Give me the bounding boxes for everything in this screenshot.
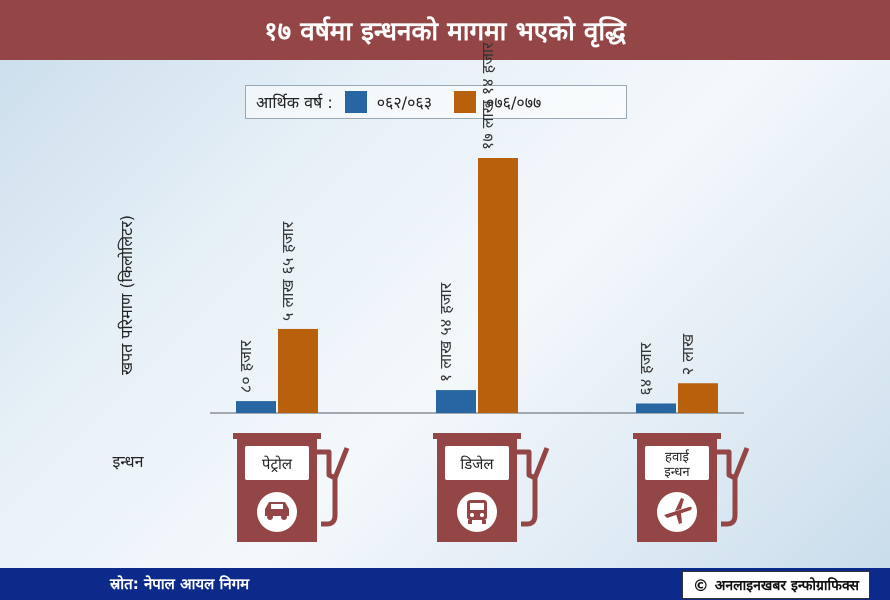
- bar-1-3: [636, 403, 676, 413]
- pump-3: [633, 433, 750, 542]
- pump-2: [433, 433, 550, 542]
- legend: आर्थिक वर्ष : ०६२/०६३ ०७६/०७७: [245, 85, 627, 119]
- bar-1-1: [236, 401, 276, 413]
- bar-1-2: [436, 390, 476, 413]
- legend-entry-series-2: ०७६/०७७: [486, 93, 542, 112]
- data-label-2-3: २ लाख: [678, 333, 697, 375]
- legend-swatch-series-1: [344, 91, 367, 113]
- credit-text: अनलाइनखबर इन्फोग्राफिक्स: [714, 577, 859, 594]
- y-axis-label: खपत परिमाण (किलोलिटर): [117, 215, 136, 375]
- source-text: स्रोत: नेपाल आयल निगम: [110, 575, 250, 593]
- data-label-2-2: १७ लाख १४ हजार: [478, 42, 497, 150]
- copyright-icon: ©: [692, 575, 709, 595]
- category-label-3: हवाई इन्धन: [664, 449, 690, 480]
- bar-2-2: [478, 158, 518, 413]
- data-label-1-2: १ लाख ५४ हजार: [436, 282, 455, 382]
- footer: स्रोत: नेपाल आयल निगम © अनलाइनखबर इन्फोग…: [0, 568, 890, 600]
- header: १७ वर्षमा इन्धनको मागमा भएको वृद्धि: [0, 0, 890, 60]
- pump-1: [233, 433, 350, 542]
- credit-badge: © अनलाइनखबर इन्फोग्राफिक्स: [681, 571, 870, 599]
- data-label-1-1: ८० हजार: [236, 340, 255, 393]
- category-label-1: पेट्रोल: [262, 455, 293, 473]
- bus-icon: [457, 492, 497, 532]
- category-label-2: डिजेल: [460, 455, 494, 473]
- airplane-icon: [657, 492, 697, 532]
- car-icon: [257, 492, 297, 532]
- data-label-2-1: ५ लाख ६५ हजार: [278, 221, 297, 321]
- legend-swatch-series-2: [454, 91, 477, 113]
- bar-2-1: [278, 328, 318, 413]
- legend-label: आर्थिक वर्ष :: [256, 93, 333, 112]
- legend-entry-series-1: ०६२/०६३: [376, 93, 433, 112]
- data-label-1-3: ६४ हजार: [636, 342, 655, 395]
- page-title: १७ वर्षमा इन्धनको मागमा भएको वृद्धि: [264, 17, 626, 47]
- x-axis-label: इन्धन: [112, 452, 144, 471]
- bar-2-3: [678, 383, 718, 413]
